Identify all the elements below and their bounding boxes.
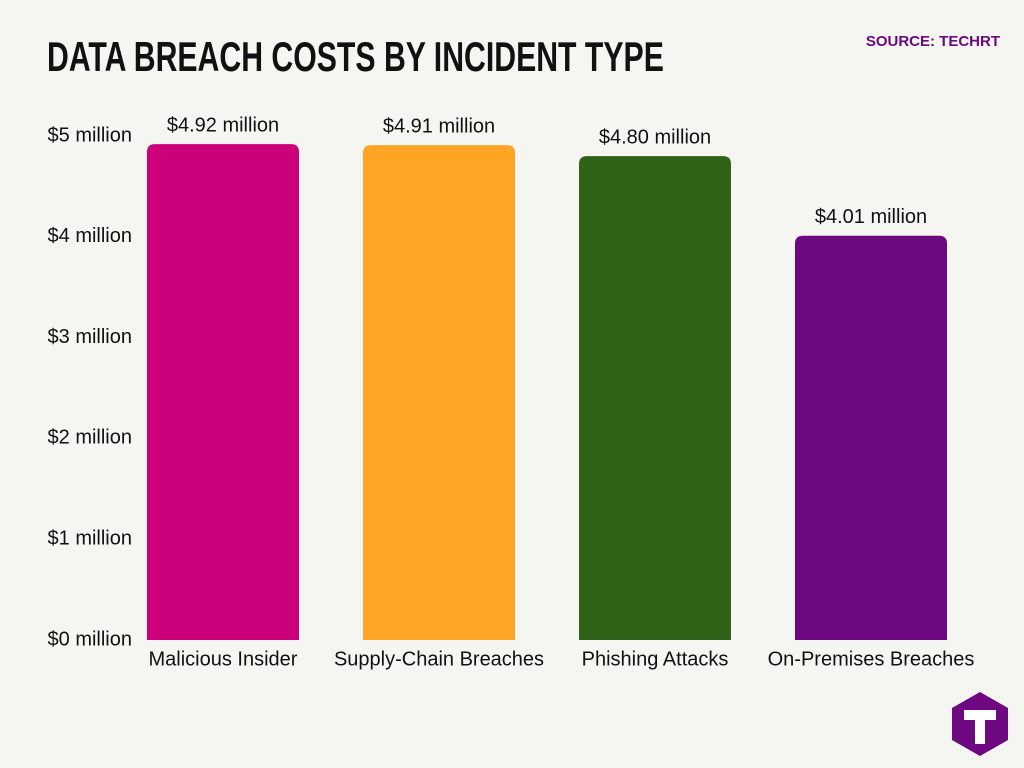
x-tick-label: Phishing Attacks xyxy=(582,648,729,670)
chart-title: DATA BREACH COSTS BY INCIDENT TYPE xyxy=(47,33,664,80)
bar xyxy=(363,145,515,640)
title-group: DATA BREACH COSTS BY INCIDENT TYPE xyxy=(47,33,664,80)
value-label: $4.91 million xyxy=(383,115,495,137)
y-tick-label: $3 million xyxy=(48,326,132,348)
logo xyxy=(952,692,1008,756)
x-tick-label: On-Premises Breaches xyxy=(768,648,975,670)
source: SOURCE: TECHRT xyxy=(866,33,1000,50)
bar xyxy=(579,156,731,640)
y-tick-label: $2 million xyxy=(48,427,132,449)
x-tick-label: Supply-Chain Breaches xyxy=(334,648,544,670)
y-tick-label: $0 million xyxy=(48,628,132,650)
y-tick-label: $1 million xyxy=(48,527,132,549)
x-tick-label: Malicious Insider xyxy=(149,648,298,670)
bar xyxy=(795,235,947,641)
value-label: $4.80 million xyxy=(599,126,711,148)
y-tick-label: $5 million xyxy=(48,124,132,146)
logo-letter xyxy=(964,710,996,744)
bar xyxy=(147,144,299,640)
value-label: $4.01 million xyxy=(815,206,927,228)
y-tick-label: $4 million xyxy=(48,225,132,247)
value-label: $4.92 million xyxy=(167,114,279,136)
